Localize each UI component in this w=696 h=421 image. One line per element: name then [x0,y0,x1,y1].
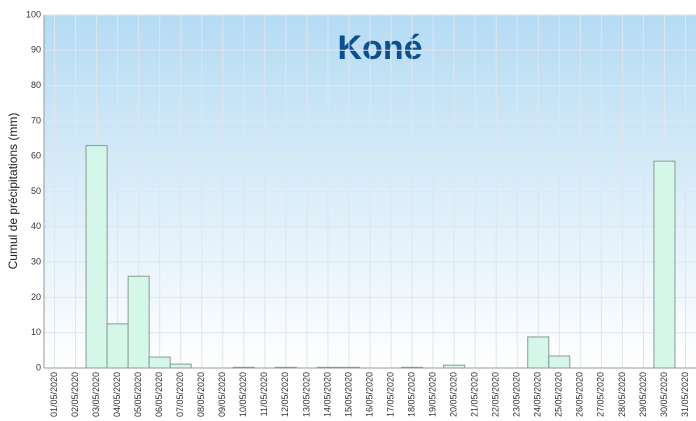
x-tick-label: 30/05/2020 [659,372,669,417]
x-tick-label: 18/05/2020 [406,372,416,417]
y-tick-label: 50 [31,186,41,196]
bar [337,366,360,369]
y-tick-label: 0 [36,362,41,372]
x-tick-label: 26/05/2020 [575,372,585,417]
x-tick-label: 22/05/2020 [491,372,501,417]
bar [527,336,550,369]
bar [232,366,255,369]
bar [106,323,129,369]
x-tick-label: 06/05/2020 [154,372,164,417]
x-tick-label: 07/05/2020 [175,372,185,417]
x-tick-label: 03/05/2020 [91,372,101,417]
bar [548,355,571,369]
y-tick-label: 70 [31,115,41,125]
x-tick-label: 04/05/2020 [112,372,122,417]
y-tick-label: 100 [26,9,41,19]
bar [274,366,297,369]
x-tick-label: 15/05/2020 [343,372,353,417]
x-tick-label: 27/05/2020 [596,372,606,417]
y-tick-label: 80 [31,80,41,90]
x-tick-label: 17/05/2020 [385,372,395,417]
x-tick-label: 23/05/2020 [512,372,522,417]
x-tick-label: 20/05/2020 [449,372,459,417]
x-tick-label: 11/05/2020 [259,372,269,416]
x-tick-label: 16/05/2020 [364,372,374,417]
x-tick-label: 12/05/2020 [280,372,290,417]
y-tick-label: 30 [31,256,41,266]
bar [401,366,424,369]
x-tick-label: 28/05/2020 [617,372,627,417]
y-tick-label: 10 [31,327,41,337]
bar [127,275,150,369]
x-tick-label: 01/05/2020 [49,372,59,417]
x-tick-label: 09/05/2020 [217,372,227,417]
bar [653,160,676,369]
x-tick-label: 25/05/2020 [554,372,564,417]
x-tick-label: 29/05/2020 [638,372,648,417]
bar [169,363,192,369]
y-tick-label: 60 [31,151,41,161]
chart-title: Koné [338,29,423,67]
y-tick-label: 40 [31,221,41,231]
bar [443,364,466,369]
y-tick-label: 90 [31,45,41,55]
x-tick-label: 31/05/2020 [680,372,690,417]
x-tick-label: 24/05/2020 [533,372,543,417]
x-tick-label: 21/05/2020 [470,372,480,417]
x-tick-label: 19/05/2020 [427,372,437,417]
x-tick-label: 10/05/2020 [238,372,248,417]
x-tick-label: 08/05/2020 [196,372,206,417]
bar [316,366,339,369]
x-tick-label: 13/05/2020 [301,372,311,417]
y-tick-label: 20 [31,292,41,302]
bar [148,356,171,369]
x-tick-label: 02/05/2020 [70,372,80,417]
x-tick-label: 05/05/2020 [133,372,143,417]
bar [85,145,108,369]
y-axis-label: Cumul de précipitations (mm) [6,113,20,270]
x-tick-label: 14/05/2020 [322,372,332,417]
